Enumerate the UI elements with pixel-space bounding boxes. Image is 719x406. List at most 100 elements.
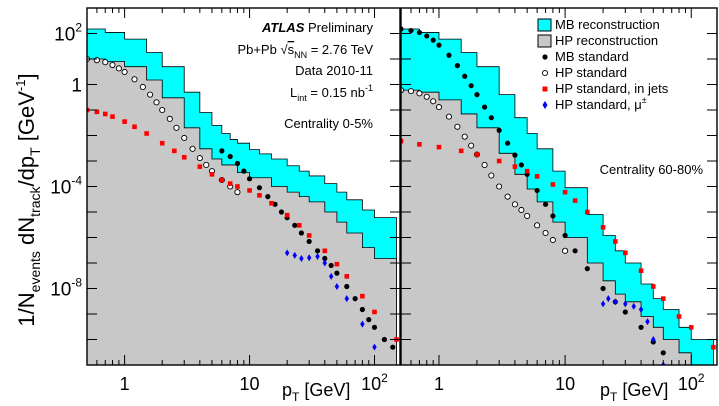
data-point: [446, 52, 452, 58]
legend-label: MB standard: [555, 49, 629, 64]
data-point: [631, 302, 636, 310]
data-point: [660, 296, 666, 301]
data-point: [166, 115, 173, 122]
data-point: [94, 109, 100, 115]
data-point: [366, 317, 372, 323]
data-point: [481, 161, 488, 168]
data-point: [257, 193, 262, 198]
data-point: [462, 73, 468, 79]
data-point: [454, 63, 461, 69]
data-point: [711, 401, 716, 406]
data-point: [334, 282, 340, 290]
data-point: [315, 252, 320, 260]
legend-entry: MB standard: [542, 49, 629, 64]
data-point: [147, 91, 154, 98]
data-point: [606, 295, 611, 303]
data-point: [181, 134, 188, 142]
panel-centrality-60-80: 1 10 102 Centrality 60-80% MB reconstructi…: [400, 7, 718, 406]
data-point: [334, 270, 340, 276]
data-point: [468, 142, 475, 149]
data-point: [585, 209, 590, 215]
data-point: [424, 33, 430, 39]
data-point: [235, 184, 240, 189]
data-point: [622, 250, 628, 256]
legend-label: HP standard: [555, 65, 627, 80]
x-tick-labels: 1 10 102: [120, 371, 389, 394]
data-point: [430, 98, 437, 105]
legend-label: HP reconstruction: [555, 33, 658, 48]
data-point: [416, 29, 423, 36]
data-point: [246, 176, 253, 182]
data-point: [488, 115, 494, 121]
data-point: [504, 193, 511, 200]
data-point: [322, 259, 327, 267]
y-tick-label: 1: [71, 76, 82, 97]
legend-label: HP standard, μ±: [555, 95, 647, 112]
legend-entry: HP standard, in jets: [542, 81, 669, 96]
data-point: [181, 154, 187, 160]
data-point: [550, 213, 556, 219]
data-point: [172, 148, 177, 154]
legend-marker: [542, 101, 548, 109]
data-point: [534, 174, 540, 179]
data-point: [110, 114, 115, 119]
data-point: [360, 320, 365, 328]
data-point: [542, 201, 549, 207]
legend-marker: [542, 86, 548, 92]
data-point: [417, 142, 422, 147]
x-tick-labels: 1 10 102: [434, 371, 705, 394]
data-point: [518, 206, 525, 214]
svg-text:Lint = 0.15 nb-1: Lint = 0.15 nb-1: [290, 83, 373, 103]
data-point: [572, 198, 578, 203]
centrality-label: Centrality 60-80%: [600, 162, 704, 177]
data-point: [488, 172, 495, 179]
legend-marker: [541, 69, 549, 77]
data-point: [227, 181, 233, 186]
data-point: [234, 160, 241, 167]
data-point: [562, 247, 569, 254]
data-point: [352, 296, 358, 302]
legend-entry: HP standard, μ±: [542, 95, 647, 112]
data-point: [511, 201, 518, 208]
data-point: [474, 152, 480, 157]
data-point: [496, 127, 502, 133]
series-hp-standard-: [284, 249, 377, 351]
band-hp-reconstruction: [87, 58, 397, 365]
data-point: [390, 344, 396, 350]
data-point: [645, 318, 650, 326]
legend-label: MB reconstruction: [555, 17, 660, 32]
data-point: [505, 140, 511, 146]
data-point: [512, 152, 518, 158]
data-point: [518, 162, 524, 168]
data-point: [436, 144, 442, 150]
data-point: [209, 172, 215, 177]
data-point: [102, 59, 109, 66]
data-point: [482, 104, 488, 110]
series-mb-standard: [219, 148, 396, 350]
data-point: [401, 138, 404, 144]
legend-swatch: [537, 34, 552, 48]
data-point: [638, 324, 644, 330]
data-point: [203, 161, 210, 168]
data-point: [371, 324, 378, 330]
series-hp-standard: [401, 87, 569, 254]
data-point: [153, 99, 160, 106]
data-point: [549, 236, 556, 244]
data-point: [600, 300, 606, 308]
data-point: [496, 183, 503, 190]
data-point: [234, 189, 241, 196]
data-point: [474, 92, 480, 98]
data-point: [381, 336, 387, 343]
data-point: [93, 57, 100, 64]
data-point: [227, 153, 233, 160]
data-point: [550, 182, 556, 187]
data-point: [241, 168, 247, 174]
series-hp-standard-in-jets: [401, 138, 716, 350]
data-point: [131, 76, 138, 83]
data-point: [430, 37, 436, 43]
series-hp-standard-: [600, 295, 666, 365]
legend-entry: HP reconstruction: [537, 33, 658, 48]
data-point: [711, 344, 716, 350]
data-point: [468, 83, 474, 89]
